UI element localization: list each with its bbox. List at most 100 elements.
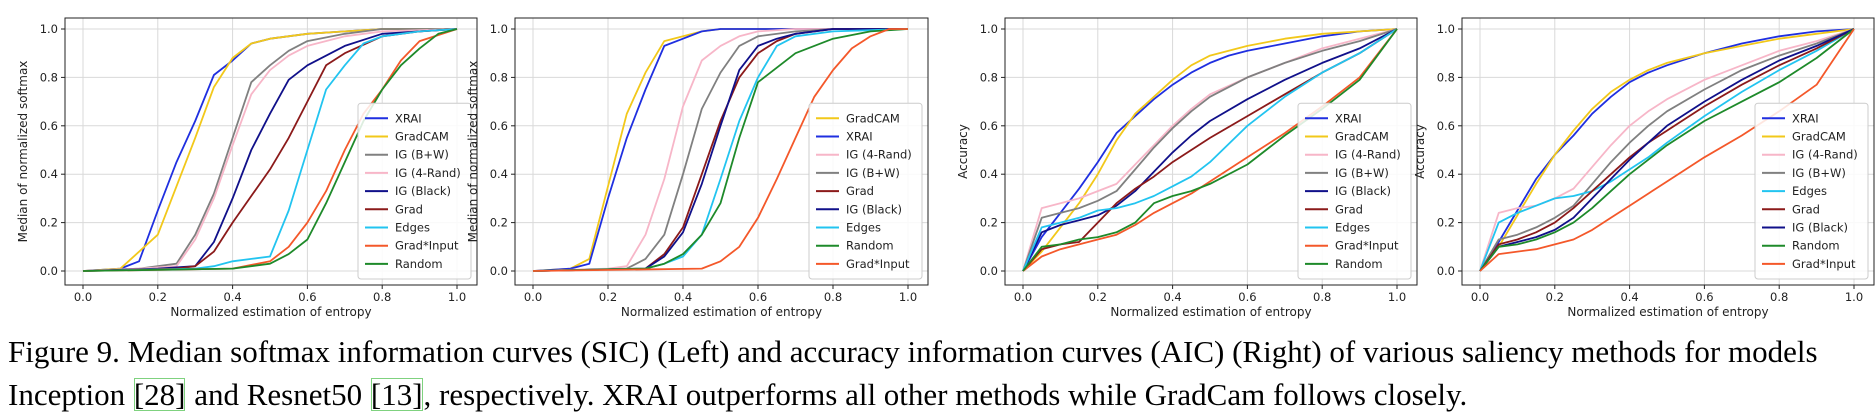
series-line-ig-black: [1022, 28, 1398, 272]
legend-entry: GradCAM: [1335, 130, 1389, 144]
caption-text-1: Figure 9. Median softmax information cur…: [8, 334, 1818, 412]
series-line-ig-4-rand: [1022, 28, 1398, 272]
y-tick-label: 0.6: [1437, 119, 1455, 133]
x-tick-label: 0.6: [1238, 290, 1256, 304]
x-tick-label: 0.4: [223, 290, 241, 304]
chart-panel-3: 0.0 0.2 0.4 0.6 0.8 1.0 0.0 0.2 0.4 0.6 0.8 1.0 Norm…: [956, 17, 1418, 319]
legend-entry: Grad*Input: [1792, 257, 1856, 271]
legend-entry: IG (4-Rand): [395, 166, 461, 180]
series-line-ig-b-w: [532, 28, 908, 272]
y-tick-label: 0.6: [40, 119, 58, 133]
y-axis-label: Accuracy: [956, 124, 970, 179]
x-tick-label: 1.0: [448, 290, 466, 304]
x-axis-label: Normalized estimation of entropy: [621, 305, 822, 319]
y-tick-label: 0.2: [1437, 216, 1455, 230]
y-tick-label: 1.0: [980, 22, 998, 36]
y-tick-label: 0.6: [980, 119, 998, 133]
legend-entry: IG (4-Rand): [1335, 148, 1401, 162]
figure-caption: Figure 9. Median softmax information cur…: [8, 330, 1868, 416]
series-line-xrai: [532, 28, 908, 272]
caption-text-2: and Resnet50: [186, 377, 370, 412]
legend-entry: IG (4-Rand): [1792, 148, 1858, 162]
series-line-gradcam: [1479, 28, 1855, 272]
axes-frame: [514, 17, 929, 286]
legend-entry: IG (Black): [846, 202, 902, 216]
legend-entry: XRAI: [1335, 111, 1362, 125]
y-tick-label: 0.8: [1437, 70, 1455, 84]
legend-entry: Grad*Input: [846, 257, 910, 271]
legend-entry: Grad*Input: [1335, 239, 1399, 253]
series-line-ig-b-w: [82, 28, 457, 272]
y-tick-label: 0.8: [980, 70, 998, 84]
x-tick-label: 0.6: [1695, 290, 1713, 304]
y-tick-label: 1.0: [490, 22, 508, 36]
x-tick-label: 0.2: [149, 290, 167, 304]
axes-frame: [1461, 17, 1875, 286]
series-line-ig-4-rand: [532, 28, 908, 272]
y-tick-label: 1.0: [1437, 22, 1455, 36]
y-tick-label: 0.0: [40, 264, 58, 278]
x-tick-label: 0.8: [373, 290, 391, 304]
series-line-ig-b-w: [1022, 28, 1398, 272]
series-line-gradcam: [82, 28, 457, 272]
legend-entry: Random: [846, 239, 894, 253]
x-axis-label: Normalized estimation of entropy: [1567, 305, 1768, 319]
series-line-edges: [1479, 28, 1855, 272]
x-tick-label: 0.8: [1313, 290, 1331, 304]
series-line-ig-black: [532, 28, 908, 272]
legend-entry: XRAI: [395, 111, 422, 125]
y-tick-label: 0.6: [490, 119, 508, 133]
legend-entry: Grad: [846, 184, 874, 198]
legend-box: [357, 102, 472, 280]
x-tick-label: 0.6: [749, 290, 767, 304]
legend-entry: Edges: [1792, 184, 1827, 198]
legend-entry: Edges: [395, 221, 430, 235]
x-axis-label: Normalized estimation of entropy: [1110, 305, 1311, 319]
series-line-xrai: [1022, 28, 1398, 272]
y-tick-label: 0.4: [1437, 167, 1455, 181]
y-tick-label: 0.4: [980, 167, 998, 181]
legend-entry: XRAI: [846, 130, 873, 144]
series-line-ig-4-rand: [82, 28, 458, 272]
legend-entry: IG (B+W): [846, 166, 900, 180]
x-tick-label: 0.2: [1546, 290, 1564, 304]
legend-box: [1754, 102, 1869, 280]
chart-panel-4: 0.0 0.2 0.4 0.6 0.8 1.0 0.0 0.2 0.4 0.6 0.8 1.0 Norm…: [1413, 17, 1875, 319]
legend: GradCAM XRAI IG (4-Rand) IG (B+W) Grad IG (Bl…: [808, 102, 923, 280]
y-axis-label: Accuracy: [1413, 124, 1427, 179]
legend-entry: IG (B+W): [1792, 166, 1846, 180]
y-tick-label: 0.0: [490, 264, 508, 278]
legend-box: [1297, 102, 1412, 280]
legend-entry: GradCAM: [1792, 130, 1846, 144]
legend: XRAI GradCAM IG (4-Rand) IG (B+W) Edges Grad I…: [1754, 102, 1869, 280]
legend-entry: IG (B+W): [1335, 166, 1389, 180]
y-tick-label: 0.4: [490, 167, 508, 181]
legend-entry: IG (Black): [1335, 184, 1391, 198]
series-line-grad: [1022, 28, 1398, 272]
citation-28[interactable]: [28]: [133, 377, 186, 412]
x-tick-label: 0.8: [824, 290, 842, 304]
citation-13[interactable]: [13]: [370, 377, 423, 412]
x-tick-label: 0.2: [599, 290, 617, 304]
series-line-edges: [1022, 28, 1398, 272]
x-tick-label: 1.0: [899, 290, 917, 304]
series-line-gradcam: [1022, 28, 1398, 272]
x-tick-label: 1.0: [1388, 290, 1406, 304]
legend-entry: Grad*Input: [395, 239, 459, 253]
series-line-grad-input: [532, 28, 908, 272]
legend-entry: Grad: [1792, 202, 1820, 216]
x-tick-label: 0.6: [298, 290, 316, 304]
x-tick-label: 0.4: [1620, 290, 1638, 304]
series-line-ig-b-w: [1479, 28, 1855, 272]
chart-panel-2: 0.0 0.2 0.4 0.6 0.8 1.0 0.0 0.2 0.4 0.6 0.8 1.0 Norm…: [466, 17, 929, 319]
legend-entry: GradCAM: [846, 111, 900, 125]
legend-box: [808, 102, 923, 280]
y-tick-label: 0.8: [40, 70, 58, 84]
legend-entry: IG (Black): [1792, 221, 1848, 235]
y-tick-label: 0.2: [490, 216, 508, 230]
y-tick-label: 0.2: [980, 216, 998, 230]
legend-entry: IG (B+W): [395, 148, 449, 162]
x-tick-label: 0.0: [1471, 290, 1489, 304]
series-line-random: [82, 28, 458, 272]
